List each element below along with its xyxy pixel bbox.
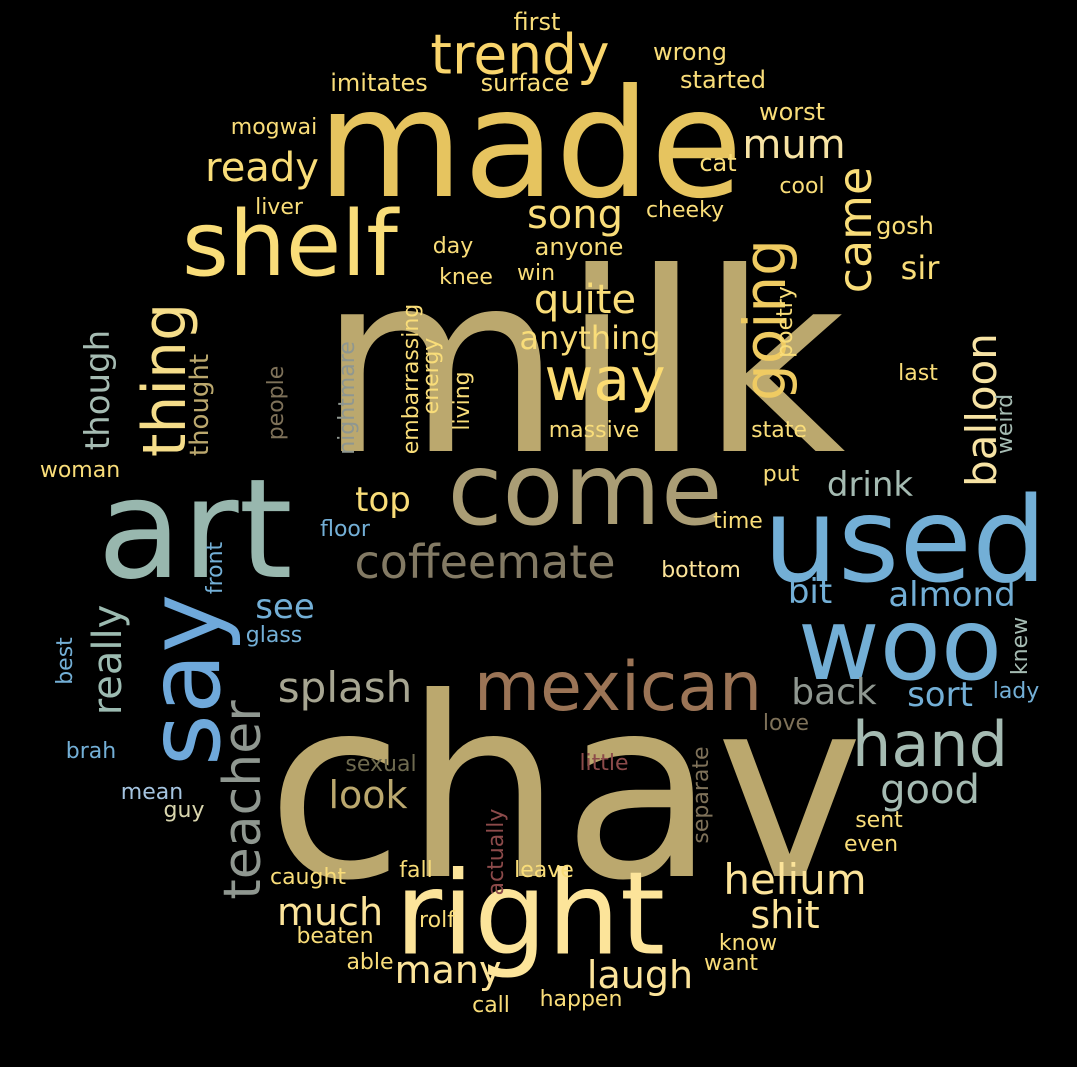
word-cheeky: cheeky [645, 198, 725, 223]
word-energy: energy [419, 337, 444, 415]
word-day: day [432, 234, 474, 259]
word-shelf: shelf [182, 192, 398, 297]
word-many: many [394, 948, 502, 992]
word-leave: leave [514, 858, 574, 883]
word-good: good [880, 767, 980, 813]
word-thought: thought [185, 353, 215, 457]
word-trendy: trendy [430, 22, 610, 87]
word-caught: caught [269, 865, 347, 890]
word-almond: almond [888, 575, 1016, 615]
word-fall: fall [399, 858, 433, 883]
word-floor: floor [320, 517, 370, 542]
word-separate: separate [689, 746, 714, 844]
word-know: know [718, 931, 778, 956]
word-knew: knew [1008, 616, 1033, 676]
word-win: win [516, 261, 556, 286]
word-look: look [328, 773, 408, 817]
word-anyone: anyone [534, 233, 624, 261]
word-people: people [264, 365, 289, 441]
word-state: state [751, 418, 807, 443]
word-really: really [85, 604, 131, 716]
word-way: way [544, 345, 666, 415]
word-teacher: teacher [213, 700, 273, 900]
word-time: time [713, 509, 763, 534]
word-sexual: sexual [345, 752, 417, 777]
word-want: want [703, 951, 759, 976]
word-happen: happen [539, 987, 623, 1012]
word-surface: surface [480, 69, 570, 97]
word-see: see [255, 587, 315, 627]
word-art: art [97, 449, 293, 610]
word-rolf: rolf [419, 908, 455, 933]
word-made: made [317, 58, 743, 232]
word-massive: massive [548, 418, 640, 443]
word-laugh: laugh [586, 953, 694, 997]
word-cat: cat [699, 149, 737, 177]
word-right: right [394, 847, 666, 982]
word-milk: milk [318, 219, 846, 510]
word-come: come [447, 431, 723, 548]
word-living: living [450, 371, 475, 431]
word-guy: guy [163, 798, 205, 823]
word-best: best [53, 637, 78, 685]
word-weird: weird [993, 393, 1018, 455]
word-song: song [526, 192, 624, 238]
word-back: back [791, 672, 877, 713]
word-worst: worst [758, 98, 826, 126]
word-actually: actually [484, 808, 509, 896]
word-much: much [276, 890, 384, 934]
word-glass: glass [245, 623, 303, 648]
word-used: used [763, 471, 1047, 609]
word-mum: mum [742, 122, 846, 168]
word-shit: shit [750, 893, 820, 937]
word-mogwai: mogwai [230, 115, 318, 140]
word-though: though [78, 329, 118, 451]
word-knee: knee [439, 265, 493, 290]
word-woman: woman [39, 458, 121, 483]
word-nightmare: nightmare [335, 341, 360, 455]
word-woo: woo [797, 586, 1003, 703]
word-wrong: wrong [652, 38, 728, 66]
word-mean: mean [120, 780, 184, 805]
word-even: even [843, 832, 899, 857]
word-poetry: poetry [773, 286, 798, 358]
word-top: top [355, 480, 411, 520]
word-helium: helium [723, 855, 867, 904]
word-ready: ready [205, 145, 319, 191]
word-cool: cool [779, 174, 825, 199]
word-sir: sir [900, 249, 940, 287]
word-front: front [203, 541, 228, 595]
word-bottom: bottom [661, 558, 741, 583]
word-sort: sort [907, 675, 973, 715]
word-beaten: beaten [296, 924, 374, 949]
word-started: started [680, 66, 766, 94]
word-brah: brah [65, 739, 117, 764]
word-imitates: imitates [330, 69, 428, 97]
word-call: call [472, 993, 510, 1018]
word-bit: bit [787, 572, 833, 612]
word-quite: quite [533, 277, 637, 323]
word-splash: splash [277, 663, 413, 712]
word-hand: hand [852, 708, 1008, 781]
word-came: came [828, 166, 882, 294]
word-first: first [513, 8, 561, 36]
word-love: love [762, 711, 810, 736]
word-liver: liver [255, 195, 303, 220]
word-chav: chav [266, 644, 864, 935]
word-lady: lady [992, 679, 1040, 704]
word-able: able [346, 950, 394, 975]
word-mexican: mexican [473, 648, 763, 727]
word-anything: anything [519, 319, 661, 357]
word-drink: drink [826, 465, 914, 505]
word-little: little [579, 751, 629, 776]
word-sent: sent [855, 808, 903, 833]
word-put: put [762, 462, 800, 487]
word-gosh: gosh [876, 212, 934, 240]
word-coffeemate: coffeemate [354, 535, 616, 589]
word-last: last [898, 361, 938, 386]
